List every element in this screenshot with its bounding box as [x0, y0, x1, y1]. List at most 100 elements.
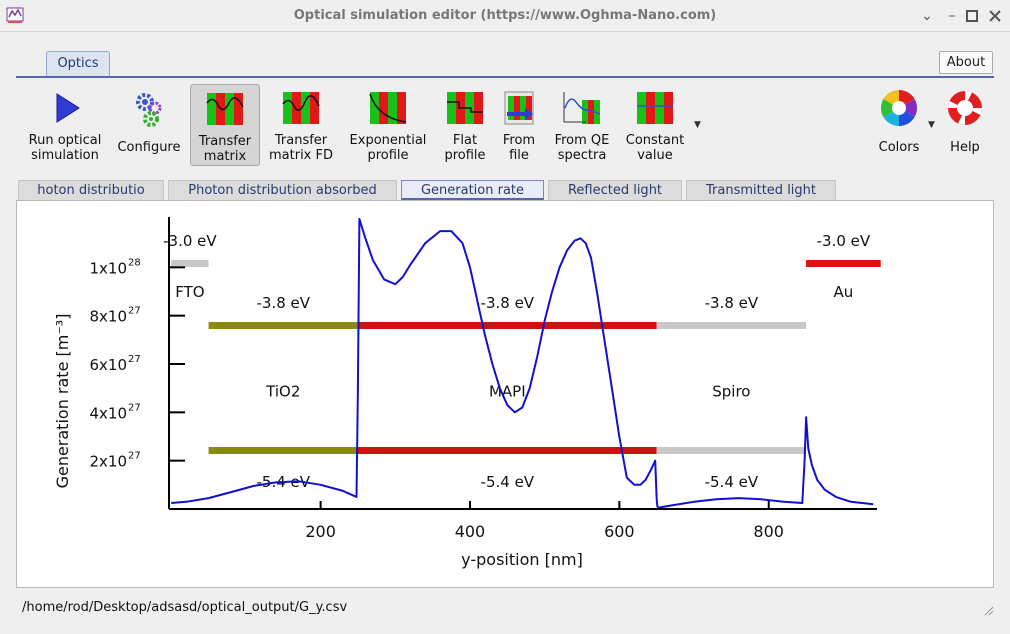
- x-tick-label: 800: [753, 522, 784, 541]
- tool-label: Flat: [452, 133, 478, 148]
- tool-label: Help: [950, 140, 980, 155]
- ribbon-divider: [16, 76, 994, 78]
- y-tick-label: 6x10: [89, 356, 127, 374]
- tool-label: file: [509, 148, 529, 163]
- tool-label: Exponential: [349, 133, 427, 148]
- close-icon: [989, 10, 1001, 22]
- transfer-matrix-button[interactable]: Transfer matrix: [190, 84, 260, 166]
- y-tick-label: 8x10: [89, 308, 127, 326]
- play-icon: [56, 93, 80, 123]
- flat-profile-button[interactable]: Flat profile: [438, 84, 492, 166]
- band-diagram: -3.0 eV FTO -3.8 eV -5.4 eV TiO2 -3.8 eV -5.4 …: [163, 232, 881, 491]
- from-qe-spectra-button[interactable]: From QE spectra: [548, 84, 616, 166]
- tab-generation-rate[interactable]: Generation rate: [401, 180, 544, 200]
- ribbon-tab-optics[interactable]: Optics: [46, 51, 110, 77]
- tool-label: Transfer: [198, 134, 252, 149]
- tool-label: Colors: [878, 140, 920, 155]
- tool-label: profile: [367, 148, 409, 163]
- x-tick-label: 600: [604, 522, 635, 541]
- tool-label: matrix FD: [269, 148, 333, 163]
- constant-value-icon: [637, 92, 673, 124]
- lumo-level-bar: [656, 322, 807, 329]
- from-file-button[interactable]: From file: [496, 84, 542, 166]
- tab-reflected-light[interactable]: Reflected light: [548, 180, 682, 200]
- status-file-path: /home/rod/Desktop/adsasd/optical_output/…: [22, 600, 348, 615]
- layer-name-label: TiO2: [265, 383, 300, 401]
- lumo-level-label: -3.8 eV: [705, 294, 759, 312]
- app-icon: [6, 7, 24, 23]
- tool-label: value: [637, 148, 673, 163]
- y-tick-exponent: 27: [128, 402, 141, 413]
- x-tick-label: 200: [305, 522, 336, 541]
- contact-level-label: -3.0 eV: [163, 232, 217, 250]
- contact-level-label: -3.0 eV: [817, 232, 871, 250]
- maximize-button[interactable]: [963, 7, 981, 25]
- lumo-level-bar: [357, 322, 657, 329]
- color-wheel-icon: [880, 90, 918, 127]
- tool-label: matrix: [203, 149, 247, 164]
- resize-grip-icon[interactable]: [984, 606, 994, 616]
- tool-label: simulation: [31, 148, 99, 163]
- y-tick-exponent: 28: [128, 257, 141, 268]
- configure-button[interactable]: Configure: [113, 84, 185, 166]
- x-axis-label: y-position [nm]: [461, 550, 583, 569]
- pin-icon[interactable]: ⌄: [921, 8, 933, 24]
- layer-name-label: Au: [834, 283, 854, 301]
- lumo-level-label: -3.8 eV: [481, 294, 535, 312]
- tool-label: profile: [444, 148, 486, 163]
- y-axis-label: Generation rate [m⁻³]: [53, 314, 72, 489]
- tool-label: Run optical: [28, 133, 102, 148]
- tab-transmitted-light[interactable]: Transmitted light: [686, 180, 836, 200]
- tool-label: From QE: [554, 133, 610, 148]
- generation-rate-line: [171, 218, 874, 509]
- exponential-profile-button[interactable]: Exponential profile: [344, 84, 432, 166]
- homo-level-label: -5.4 eV: [705, 473, 759, 491]
- tool-label: From: [502, 133, 536, 148]
- lifebuoy-icon: [948, 90, 982, 126]
- homo-level-label: -5.4 eV: [481, 473, 535, 491]
- constant-value-button[interactable]: Constant value: [622, 84, 688, 166]
- exponential-profile-icon: [369, 92, 407, 124]
- minimize-button[interactable]: –: [948, 8, 956, 24]
- lumo-level-bar: [208, 322, 358, 329]
- window-title: Optical simulation editor (https://www.O…: [293, 8, 717, 23]
- homo-level-bar: [357, 447, 657, 454]
- tool-label: spectra: [557, 148, 607, 163]
- contact-level-bar: [171, 260, 209, 267]
- tools-dropdown-arrow-icon[interactable]: ▼: [694, 120, 701, 130]
- qe-spectra-icon: [563, 92, 601, 124]
- chart-series: [171, 218, 874, 509]
- y-tick-exponent: 27: [128, 306, 141, 317]
- help-button[interactable]: Help: [940, 84, 990, 166]
- flat-profile-icon: [447, 92, 483, 124]
- maximize-icon: [966, 10, 978, 22]
- contact-level-bar: [806, 260, 881, 267]
- tool-label: Constant: [625, 133, 685, 148]
- colors-dropdown-arrow-icon[interactable]: ▼: [928, 120, 935, 130]
- x-tick-label: 400: [455, 522, 486, 541]
- transfer-matrix-fd-button[interactable]: Transfer matrix FD: [264, 84, 338, 166]
- plot-area[interactable]: -3.0 eV FTO -3.8 eV -5.4 eV TiO2 -3.8 eV -5.4 …: [16, 200, 994, 588]
- tool-label: Configure: [117, 140, 181, 155]
- layer-name-label: MAPI: [489, 383, 526, 401]
- y-tick-label: 4x10: [89, 404, 127, 422]
- y-tick-exponent: 27: [128, 354, 141, 365]
- from-file-icon: [504, 91, 534, 125]
- lumo-level-label: -3.8 eV: [257, 294, 311, 312]
- title-bar: Optical simulation editor (https://www.O…: [0, 0, 1010, 32]
- tab-photon-distribution[interactable]: hoton distributio: [18, 180, 164, 200]
- about-button[interactable]: About: [939, 51, 993, 74]
- layer-name-label: Spiro: [712, 383, 750, 401]
- y-tick-label: 1x10: [89, 259, 127, 277]
- tab-photon-distribution-absorbed[interactable]: Photon distribution absorbed: [168, 180, 397, 200]
- y-tick-label: 2x10: [89, 453, 127, 471]
- generation-rate-chart[interactable]: -3.0 eV FTO -3.8 eV -5.4 eV TiO2 -3.8 eV -5.4 …: [17, 201, 993, 587]
- close-button[interactable]: [986, 7, 1004, 25]
- colors-button[interactable]: Colors: [872, 84, 926, 166]
- homo-level-bar: [208, 447, 358, 454]
- transfer-matrix-fd-icon: [282, 92, 320, 124]
- homo-level-bar: [656, 447, 807, 454]
- run-optical-simulation-button[interactable]: Run optical simulation: [20, 84, 110, 166]
- layer-name-label: FTO: [175, 283, 204, 301]
